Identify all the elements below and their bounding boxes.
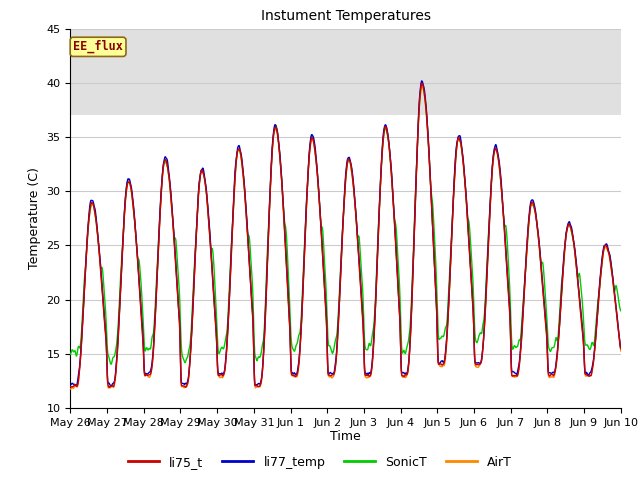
AirT (568, 232, 576, 238)
li75_t (220, 370, 228, 376)
Line: li75_t: li75_t (70, 83, 621, 387)
li75_t (506, 312, 514, 318)
Legend: li75_t, li77_temp, SonicT, AirT: li75_t, li77_temp, SonicT, AirT (123, 451, 517, 474)
AirT (506, 310, 513, 315)
Y-axis label: Temperature (C): Temperature (C) (28, 168, 41, 269)
li75_t (584, 373, 592, 379)
li77_temp (220, 370, 228, 375)
li75_t (106, 384, 113, 390)
li77_temp (617, 345, 625, 351)
AirT (67, 386, 74, 392)
SonicT (67, 351, 74, 357)
SonicT (617, 308, 625, 313)
Bar (70, 29, 621, 116)
AirT (374, 259, 381, 265)
AirT (584, 372, 591, 378)
SonicT (108, 361, 115, 367)
li75_t (617, 346, 625, 351)
Line: AirT: AirT (70, 85, 621, 389)
AirT (418, 82, 426, 88)
li77_temp (584, 372, 592, 378)
li77_temp (374, 248, 381, 254)
li75_t (569, 233, 577, 239)
li77_temp (506, 308, 514, 314)
li77_temp (362, 371, 369, 376)
li77_temp (107, 383, 115, 389)
li75_t (418, 80, 426, 86)
li75_t (374, 251, 381, 257)
AirT (362, 374, 369, 380)
SonicT (419, 83, 426, 88)
SonicT (584, 343, 592, 349)
li77_temp (67, 382, 74, 388)
SonicT (220, 344, 228, 350)
SonicT (569, 234, 577, 240)
AirT (617, 348, 625, 354)
Line: SonicT: SonicT (70, 85, 621, 364)
SonicT (362, 346, 369, 352)
X-axis label: Time: Time (330, 431, 361, 444)
li77_temp (418, 78, 426, 84)
Line: li77_temp: li77_temp (70, 81, 621, 386)
AirT (220, 372, 228, 378)
Title: Instument Temperatures: Instument Temperatures (260, 10, 431, 24)
Text: EE_flux: EE_flux (73, 40, 123, 53)
li75_t (362, 372, 369, 378)
li77_temp (569, 232, 577, 238)
SonicT (506, 289, 514, 295)
li75_t (67, 384, 74, 390)
SonicT (374, 241, 381, 247)
